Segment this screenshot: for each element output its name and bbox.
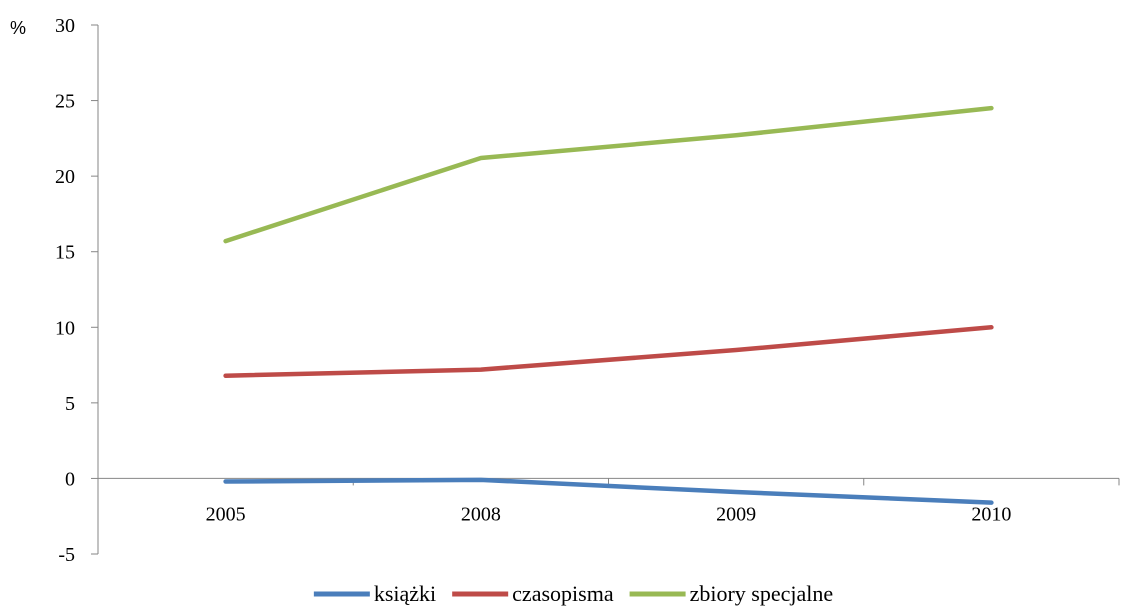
x-tick-label: 2009 — [716, 503, 756, 525]
x-tick-label: 2010 — [971, 503, 1011, 525]
legend-item: zbiory specjalne — [629, 581, 834, 606]
legend-label: czasopisma — [512, 581, 614, 606]
series-line-0 — [223, 477, 994, 505]
legend: książki czasopisma zbiory specjalne — [313, 581, 834, 606]
y-tick-label: 20 — [55, 166, 75, 188]
y-tick-label: -5 — [58, 544, 75, 566]
y-axis: -5 0 5 10 15 20 25 30 — [55, 15, 99, 566]
y-tick-label: 15 — [55, 242, 75, 264]
legend-item: czasopisma — [452, 581, 614, 606]
legend-label: książki — [374, 581, 436, 606]
legend-label: zbiory specjalne — [690, 581, 834, 606]
x-axis: 2005 2008 2009 2010 — [97, 477, 1120, 525]
x-tick-label: 2005 — [206, 503, 246, 525]
y-tick-label: 10 — [55, 317, 75, 339]
legend-item: książki — [313, 581, 436, 606]
series-lines — [223, 105, 994, 505]
series-line-2 — [223, 105, 994, 244]
series-line-1 — [223, 325, 994, 378]
y-tick-label: 0 — [65, 468, 75, 490]
y-axis-unit-label: % — [10, 18, 26, 38]
y-tick-label: 5 — [65, 393, 75, 415]
x-tick-label: 2008 — [461, 503, 501, 525]
y-tick-label: 30 — [55, 15, 75, 37]
y-tick-label: 25 — [55, 91, 75, 113]
